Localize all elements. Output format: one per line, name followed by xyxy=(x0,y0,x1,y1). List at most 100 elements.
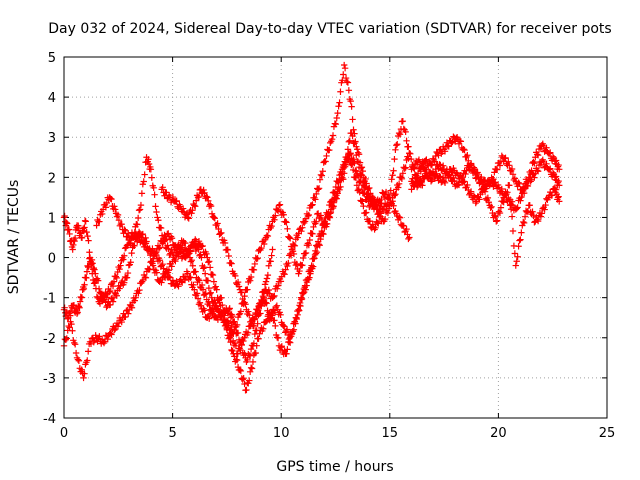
data-point xyxy=(286,235,294,242)
data-point xyxy=(71,237,78,245)
data-point xyxy=(502,154,509,162)
data-point xyxy=(533,151,541,158)
data-point xyxy=(221,322,229,330)
data-point xyxy=(508,165,516,173)
data-point xyxy=(149,260,156,267)
data-point xyxy=(281,271,288,278)
data-point xyxy=(246,377,253,384)
data-point xyxy=(258,244,265,252)
data-point xyxy=(485,199,492,206)
data-point xyxy=(213,303,220,310)
data-point xyxy=(313,242,320,249)
data-point xyxy=(230,330,237,337)
data-point xyxy=(305,211,313,219)
data-point xyxy=(254,310,261,317)
data-point xyxy=(241,380,248,388)
data-point xyxy=(506,196,514,203)
data-point xyxy=(262,299,269,306)
data-point xyxy=(493,217,501,224)
data-point xyxy=(93,222,100,229)
data-point xyxy=(474,169,481,176)
data-point xyxy=(265,286,272,294)
x-axis-label: GPS time / hours xyxy=(276,459,393,475)
data-point xyxy=(227,314,235,321)
data-point xyxy=(342,74,350,82)
data-point xyxy=(141,171,148,178)
data-point xyxy=(313,218,320,225)
data-point xyxy=(178,278,185,285)
data-point xyxy=(197,302,205,309)
data-point xyxy=(227,259,234,267)
data-point xyxy=(253,342,260,349)
data-point xyxy=(148,174,156,181)
data-point xyxy=(63,335,70,342)
data-point xyxy=(299,224,306,231)
data-point xyxy=(396,214,404,221)
data-point xyxy=(504,189,511,196)
data-point xyxy=(152,250,159,257)
data-point xyxy=(184,214,192,221)
data-point xyxy=(84,357,91,364)
data-point xyxy=(431,172,438,179)
data-point xyxy=(475,174,482,181)
data-point xyxy=(271,292,278,300)
data-point xyxy=(556,198,563,205)
data-point xyxy=(201,189,208,197)
data-point xyxy=(75,357,83,364)
data-point xyxy=(389,172,396,179)
data-point xyxy=(282,218,289,225)
data-point xyxy=(201,307,208,314)
data-point xyxy=(460,146,467,153)
data-point xyxy=(496,162,504,169)
data-point xyxy=(145,156,152,163)
data-point xyxy=(499,198,506,205)
data-point xyxy=(301,250,309,257)
data-point xyxy=(491,212,498,219)
data-point xyxy=(410,164,417,172)
data-point xyxy=(195,246,202,253)
data-point xyxy=(286,339,294,346)
data-point xyxy=(89,260,96,267)
data-point xyxy=(226,305,233,312)
data-point xyxy=(302,249,310,257)
data-point xyxy=(390,167,397,174)
data-point xyxy=(121,226,128,233)
data-point xyxy=(135,290,142,297)
data-point xyxy=(125,310,132,317)
data-point xyxy=(94,277,102,284)
data-point xyxy=(275,202,283,209)
data-point xyxy=(405,143,412,150)
data-point xyxy=(287,243,295,250)
data-point xyxy=(413,174,421,182)
data-point xyxy=(81,281,88,288)
data-point xyxy=(250,322,258,330)
data-point xyxy=(276,201,284,208)
data-point xyxy=(253,255,260,263)
data-point xyxy=(120,279,128,286)
data-point xyxy=(348,103,355,110)
data-point xyxy=(234,278,242,286)
y-tick-label: -4 xyxy=(43,412,56,427)
x-tick-label: 0 xyxy=(60,426,68,441)
data-point xyxy=(411,182,418,190)
data-point xyxy=(124,269,132,277)
data-point xyxy=(166,274,174,281)
data-point xyxy=(175,283,182,290)
data-point xyxy=(152,249,160,256)
data-point xyxy=(205,197,212,205)
data-point xyxy=(363,209,370,216)
data-point xyxy=(190,281,197,289)
data-point xyxy=(345,138,353,145)
data-point xyxy=(437,173,444,181)
data-point xyxy=(205,284,213,292)
data-point xyxy=(497,204,505,211)
data-point xyxy=(74,309,81,316)
data-point xyxy=(428,176,436,184)
data-point xyxy=(518,229,525,236)
data-point xyxy=(387,199,394,207)
data-point xyxy=(515,243,522,250)
data-point xyxy=(173,197,180,205)
data-point xyxy=(547,165,554,172)
data-point xyxy=(187,274,194,281)
data-point xyxy=(111,206,119,213)
